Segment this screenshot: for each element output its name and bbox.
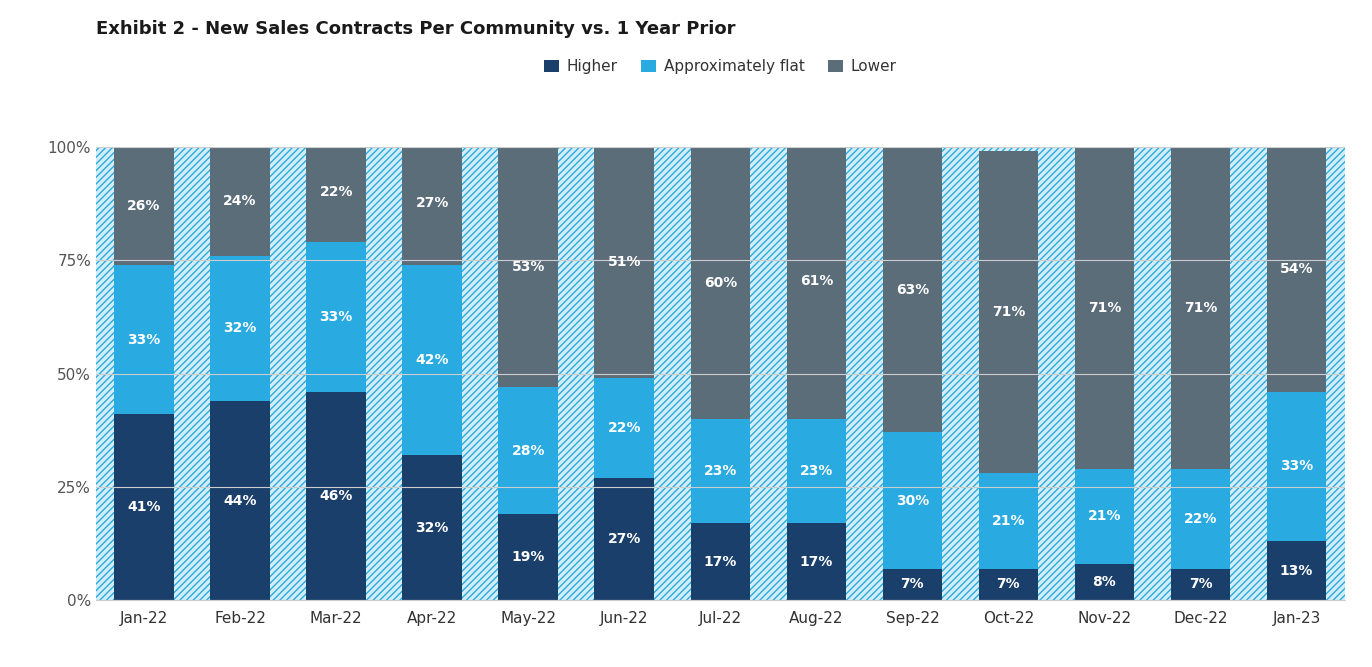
Bar: [690, 147, 750, 419]
Bar: [288, 147, 384, 600]
Text: 33%: 33%: [320, 310, 353, 323]
Text: 7%: 7%: [1188, 578, 1213, 592]
Bar: [672, 147, 768, 600]
Bar: [192, 147, 288, 600]
Bar: [210, 255, 270, 401]
Bar: [210, 147, 270, 255]
Bar: [594, 478, 654, 600]
Bar: [1266, 147, 1327, 392]
Text: 24%: 24%: [224, 194, 257, 208]
Text: Exhibit 2 - New Sales Contracts Per Community vs. 1 Year Prior: Exhibit 2 - New Sales Contracts Per Comm…: [96, 20, 735, 38]
Bar: [690, 419, 750, 523]
Bar: [498, 514, 558, 600]
Bar: [480, 147, 576, 600]
Bar: [690, 523, 750, 600]
Bar: [882, 147, 943, 432]
Bar: [978, 151, 1039, 474]
Bar: [306, 392, 366, 600]
Bar: [864, 147, 960, 600]
Text: 28%: 28%: [512, 444, 545, 458]
Text: 27%: 27%: [608, 532, 641, 546]
Bar: [402, 265, 462, 455]
Bar: [402, 142, 462, 265]
Text: 33%: 33%: [1280, 460, 1313, 474]
Text: 19%: 19%: [512, 550, 545, 564]
Text: 32%: 32%: [224, 321, 257, 335]
Text: 17%: 17%: [704, 555, 737, 569]
Text: 71%: 71%: [1184, 301, 1217, 315]
Bar: [786, 142, 847, 419]
Text: 46%: 46%: [320, 489, 353, 503]
Text: 23%: 23%: [704, 464, 737, 478]
Text: 17%: 17%: [800, 555, 833, 569]
Bar: [1074, 147, 1135, 469]
Bar: [786, 523, 847, 600]
Text: 26%: 26%: [128, 199, 161, 213]
Bar: [882, 432, 943, 568]
Text: 21%: 21%: [1088, 510, 1121, 524]
Bar: [978, 568, 1039, 600]
Bar: [594, 147, 654, 378]
Bar: [1074, 469, 1135, 564]
Text: 33%: 33%: [128, 333, 161, 346]
Text: 53%: 53%: [512, 260, 545, 274]
Bar: [1266, 392, 1327, 542]
Text: 32%: 32%: [416, 521, 449, 535]
Bar: [1266, 542, 1327, 600]
Bar: [1170, 147, 1231, 469]
Bar: [402, 455, 462, 600]
Text: 21%: 21%: [992, 514, 1025, 528]
Text: 30%: 30%: [896, 494, 929, 508]
Bar: [384, 147, 480, 600]
Text: 41%: 41%: [128, 500, 161, 514]
Text: 54%: 54%: [1280, 262, 1313, 276]
Text: 13%: 13%: [1280, 564, 1313, 578]
Bar: [1152, 147, 1249, 600]
Text: 22%: 22%: [320, 185, 353, 199]
Text: 44%: 44%: [224, 494, 257, 508]
Bar: [498, 387, 558, 514]
Bar: [594, 378, 654, 478]
Text: 7%: 7%: [996, 578, 1021, 592]
Bar: [1056, 147, 1152, 600]
Text: 51%: 51%: [608, 255, 641, 269]
Bar: [1249, 147, 1345, 600]
Bar: [210, 401, 270, 600]
Bar: [114, 265, 174, 414]
Text: 23%: 23%: [800, 464, 833, 478]
Bar: [768, 147, 864, 600]
Text: 27%: 27%: [416, 197, 449, 210]
Text: 61%: 61%: [800, 273, 833, 287]
Bar: [96, 147, 192, 600]
Bar: [960, 147, 1056, 600]
Bar: [306, 142, 366, 242]
Text: 71%: 71%: [1088, 301, 1121, 315]
Bar: [576, 147, 672, 600]
Text: 60%: 60%: [704, 276, 737, 289]
Text: 22%: 22%: [1184, 512, 1217, 526]
Text: 63%: 63%: [896, 283, 929, 297]
Text: 42%: 42%: [416, 353, 449, 367]
Bar: [114, 414, 174, 600]
Legend: Higher, Approximately flat, Lower: Higher, Approximately flat, Lower: [539, 55, 901, 79]
Bar: [306, 242, 366, 392]
Bar: [1170, 469, 1231, 568]
Bar: [882, 568, 943, 600]
Text: 71%: 71%: [992, 305, 1025, 319]
Bar: [1074, 564, 1135, 600]
Bar: [786, 419, 847, 523]
Bar: [498, 147, 558, 387]
Text: 8%: 8%: [1092, 575, 1117, 589]
Text: 22%: 22%: [608, 421, 641, 435]
Text: 7%: 7%: [900, 578, 925, 592]
Bar: [978, 474, 1039, 568]
Bar: [1170, 568, 1231, 600]
Bar: [114, 147, 174, 265]
